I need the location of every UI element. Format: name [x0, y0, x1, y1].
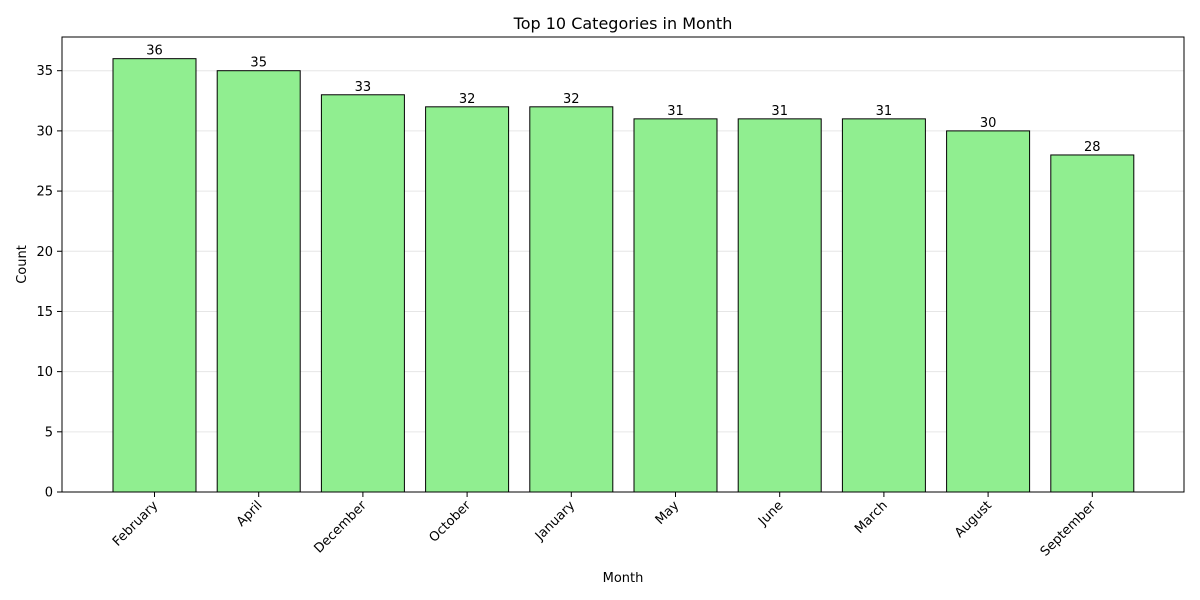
y-tick-label: 15 [36, 305, 53, 320]
x-tick-label-october: October [427, 498, 475, 546]
data-label-october: 32 [459, 92, 476, 107]
x-tick-label-june: June [755, 498, 786, 529]
bars [112, 58, 1135, 493]
bar-september [1050, 154, 1135, 493]
data-label-february: 36 [146, 44, 163, 59]
bar-april [216, 70, 301, 493]
x-axis-title: Month [603, 571, 644, 586]
bar-march [841, 118, 926, 493]
bar-december [320, 94, 405, 493]
data-labels: 36 35 33 32 32 31 31 31 30 28 [146, 44, 1100, 155]
data-label-september: 28 [1084, 140, 1101, 155]
y-axis-title: Count [15, 245, 30, 284]
y-tick-label: 30 [36, 124, 53, 139]
x-tick-label-march: March [852, 498, 891, 537]
x-tick-label-january: January [532, 498, 578, 544]
x-axis: February April December October January May Ju… [110, 492, 1100, 560]
y-axis: 0 5 10 15 20 25 30 35 [36, 64, 62, 501]
y-tick-label: 0 [45, 486, 53, 501]
bar-january [529, 106, 614, 493]
y-tick-label: 20 [36, 245, 53, 260]
y-tick-label: 35 [36, 64, 53, 79]
bar-october [425, 106, 510, 493]
chart-title: Top 10 Categories in Month [513, 14, 733, 33]
y-tick-label: 10 [36, 365, 53, 380]
data-label-august: 30 [980, 116, 997, 131]
y-tick-label: 5 [45, 425, 53, 440]
bar-june [737, 118, 822, 493]
data-label-march: 31 [876, 104, 893, 119]
bar-august [946, 130, 1031, 493]
data-label-april: 35 [250, 56, 267, 71]
bar-may [633, 118, 718, 493]
x-tick-label-april: April [234, 498, 266, 530]
data-label-december: 33 [355, 80, 372, 95]
x-tick-label-may: May [653, 498, 683, 528]
bar-february [112, 58, 197, 493]
data-label-january: 32 [563, 92, 580, 107]
x-tick-label-december: December [311, 498, 370, 557]
data-label-may: 31 [667, 104, 684, 119]
data-label-june: 31 [771, 104, 788, 119]
plot-frame [61, 36, 1185, 493]
x-tick-label-february: February [110, 498, 162, 550]
x-tick-label-september: September [1038, 498, 1100, 560]
x-tick-label-august: August [952, 498, 995, 541]
y-tick-label: 25 [36, 185, 53, 200]
